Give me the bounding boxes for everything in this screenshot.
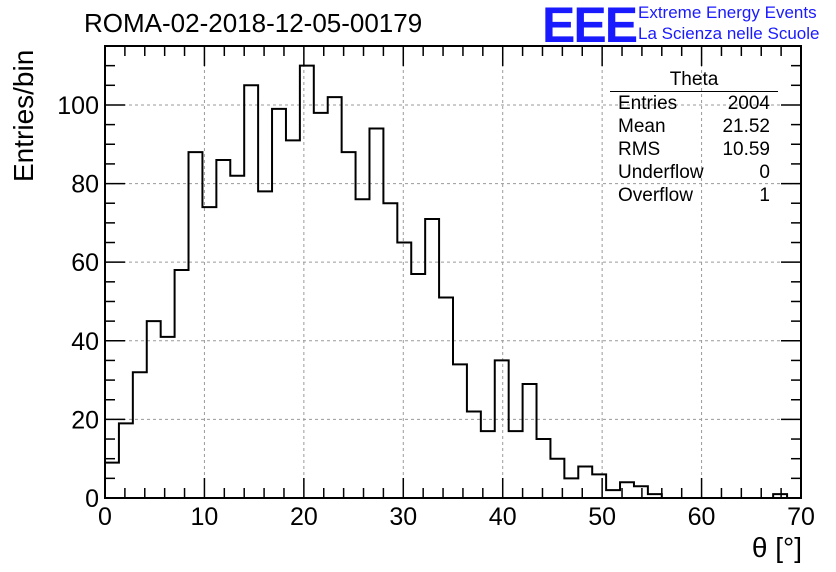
stats-label: RMS [618,139,661,160]
eee-logo: EEE [542,0,638,53]
stats-label: Overflow [618,185,693,206]
y-tick-label: 80 [71,171,99,199]
stats-value: 21.52 [722,116,770,137]
x-tick-label: 60 [688,503,716,531]
x-axis-label: θ [°] [751,532,802,563]
plot-frame [104,45,802,499]
logo-line-1: Extreme Energy Events [638,3,817,22]
stats-row-underflow: Underflow 0 [610,161,778,184]
y-tick-label: 40 [71,328,99,356]
y-tick-label: 20 [71,406,99,434]
stats-label: Mean [618,116,666,137]
chart-title: ROMA-02-2018-12-05-00179 [84,8,423,38]
y-tick-label: 0 [85,485,99,513]
x-tick-label: 10 [191,503,219,531]
x-tick-label: 20 [290,503,318,531]
x-tick-label: 0 [98,503,112,531]
stats-value: 1 [759,185,770,206]
histogram-outline [104,64,801,499]
stats-box: Theta Entries 2004 Mean 21.52 RMS 10.59 … [610,70,778,207]
stats-value: 0 [759,162,770,183]
stats-row-overflow: Overflow 1 [610,184,778,207]
x-tick-label: 50 [588,503,616,531]
x-tick-label: 70 [787,503,815,531]
x-tick-label: 30 [389,503,417,531]
stats-title: Theta [610,70,778,92]
stats-value: 10.59 [722,139,770,160]
y-tick-label: 100 [57,92,99,120]
logo-line-2: La Scienza nelle Scuole [638,24,820,43]
x-tick-label: 40 [489,503,517,531]
y-axis-label: Entries/bin [8,49,39,182]
stats-row-mean: Mean 21.52 [610,115,778,138]
stats-row-rms: RMS 10.59 [610,138,778,161]
stats-label: Underflow [618,162,704,183]
y-tick-label: 60 [71,249,99,277]
axis-ticks [104,45,802,499]
stats-value: 2004 [727,93,770,114]
stats-label: Entries [618,93,678,114]
stats-row-entries: Entries 2004 [610,92,778,115]
